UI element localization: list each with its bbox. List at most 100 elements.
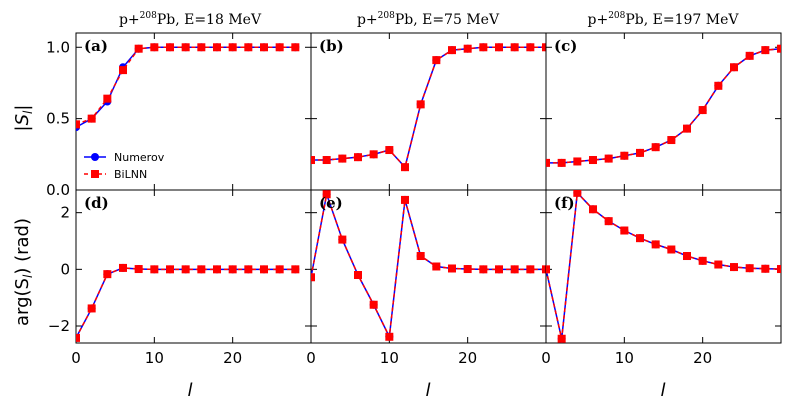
bilnn-point [197,265,206,274]
panel-3: (c) [545,32,782,191]
panel-6-series [546,190,781,343]
y-tick-label: 0.5 [46,110,70,128]
panel-1-series [76,43,300,132]
bilnn-point [573,157,582,166]
bilnn-point [542,43,546,52]
bilnn-point [150,265,159,274]
bilnn-point [322,190,331,199]
bilnn-point [87,114,96,123]
panel-3-series [546,44,781,167]
bilnn-point [463,44,472,53]
bilnn-point [385,146,394,155]
panel-5: 0 10 20 (e) [306,189,547,367]
panel-4-tag: (d) [84,194,109,212]
bilnn-point [166,265,174,274]
y-axis-label-top: |Sl| [12,105,35,132]
panel-2-series [311,43,546,172]
y-tick-label: −2 [48,317,70,335]
bilnn-point [291,265,300,274]
panel-4-series [76,263,300,342]
bilnn-point [698,256,707,265]
bilnn-point [311,273,315,282]
panel-6: 0 10 20 (f) [541,189,782,367]
bilnn-point [620,226,629,235]
bilnn-point [448,46,456,55]
bilnn-point [620,151,629,160]
x-axis-label-1: l [187,380,192,401]
panel-2-frame [310,32,547,191]
column-title-2: p+208Pb, E=75 MeV [357,11,500,28]
bilnn-point [636,234,644,243]
bilnn-point [150,43,159,52]
bilnn-point [354,153,362,162]
bilnn-point [103,94,112,103]
x-tick-label: 20 [693,349,712,367]
bilnn-point [777,265,781,274]
bilnn-point [244,43,253,52]
bilnn-point [401,195,409,204]
x-tick-label: 20 [458,349,477,367]
bilnn-point [369,150,378,159]
bilnn-point [181,265,190,274]
x-tick-label: 10 [380,349,399,367]
bilnn-point [479,43,488,52]
bilnn-point [416,252,425,261]
bilnn-point [369,300,378,309]
bilnn-point [714,260,723,269]
bilnn-point [76,120,80,129]
bilnn-point [416,100,425,109]
legend-bilnn-label: BiLNN [114,168,147,181]
legend-bilnn-marker [91,170,99,178]
bilnn-point [589,205,597,214]
column-title-1: p+208Pb, E=18 MeV [119,11,262,28]
bilnn-point [338,154,347,163]
bilnn-point [542,265,546,274]
x-tick-label: 10 [615,349,634,367]
x-tick-label: 20 [223,349,242,367]
panel-5-tag: (e) [319,194,343,212]
bilnn-line [311,191,546,340]
bilnn-point [166,43,174,52]
bilnn-point [636,148,644,157]
bilnn-line [76,267,296,339]
bilnn-point [197,43,206,52]
bilnn-point [134,265,143,274]
bilnn-point [76,333,80,342]
bilnn-point [213,43,221,52]
panel-1-frame [75,32,312,191]
bilnn-point [479,265,488,274]
bilnn-point [745,51,754,60]
bilnn-point [448,264,456,273]
bilnn-point [275,43,284,52]
bilnn-point [463,265,472,274]
legend: Numerov BiLNN [84,151,165,181]
legend-numerov-label: Numerov [114,151,165,164]
x-axis-label-2: l [425,380,430,401]
bilnn-point [698,106,707,115]
bilnn-point [432,262,441,271]
panel-4: 0 10 20−202(d) [48,189,312,367]
x-tick-label: 0 [71,349,81,367]
bilnn-line [76,46,296,126]
bilnn-line [546,191,781,339]
bilnn-point [181,43,190,52]
bilnn-point [526,265,535,274]
bilnn-line [546,47,781,164]
bilnn-point [683,124,691,133]
bilnn-point [546,158,550,167]
bilnn-point [322,156,331,165]
bilnn-point [510,265,519,274]
bilnn-point [385,332,394,341]
bilnn-point [667,245,676,254]
bilnn-point [546,265,550,274]
bilnn-point [526,43,535,52]
panel-2: (b) [310,32,547,191]
bilnn-point [714,81,723,90]
panel-5-series [311,190,546,341]
legend-numerov-marker [91,153,99,161]
bilnn-point [275,265,284,274]
y-tick-label: 0.0 [46,181,70,199]
bilnn-point [730,263,738,272]
y-tick-label: 2 [60,204,70,222]
bilnn-point [228,265,237,274]
